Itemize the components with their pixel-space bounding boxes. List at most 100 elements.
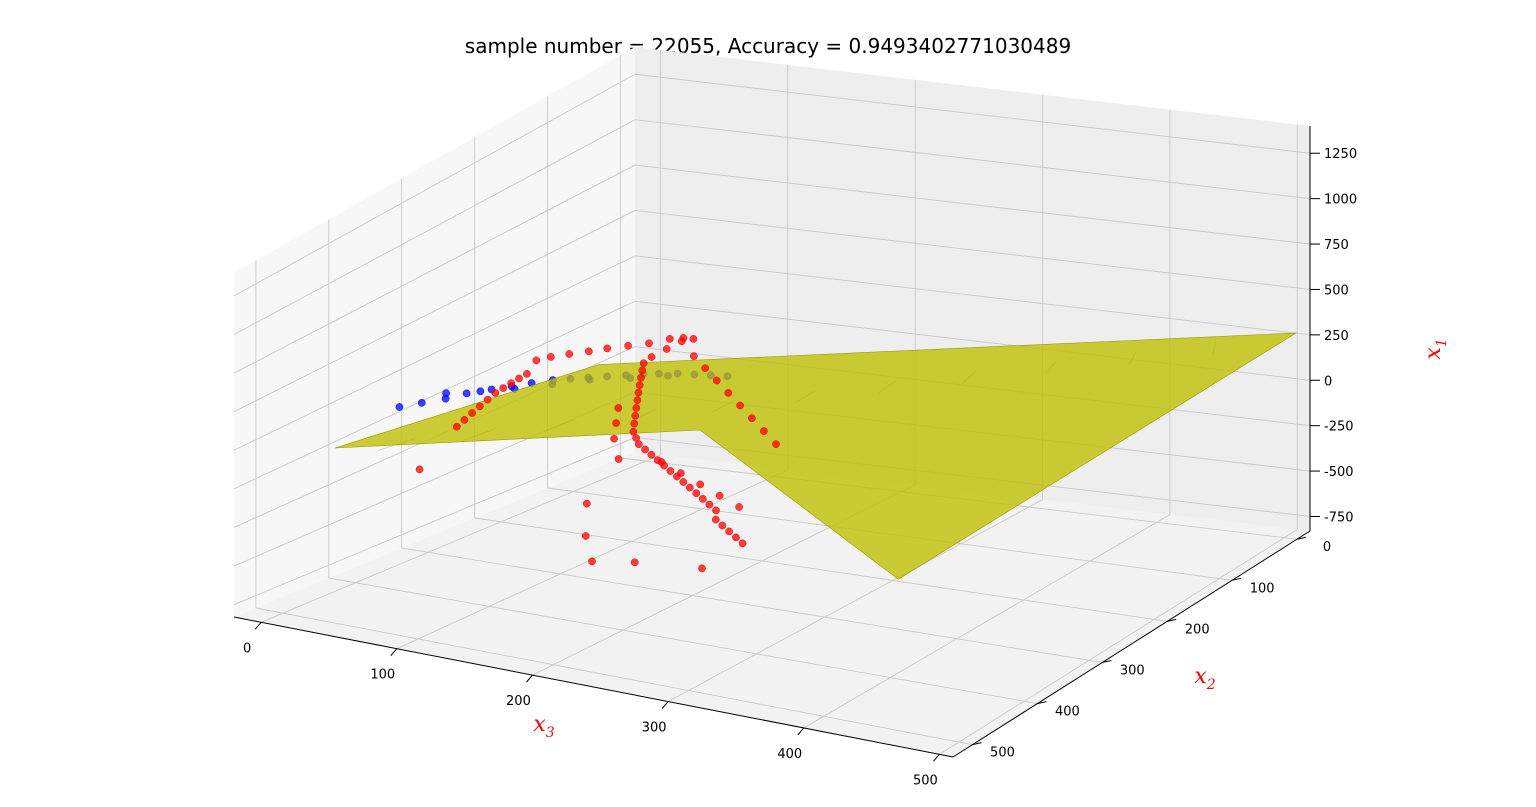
red-data-point [638,366,647,375]
red-data-point [685,483,694,492]
grid-line-x1-left [233,255,636,451]
grid-line-x2-floor [255,607,973,746]
red-data-point [748,414,756,423]
red-data-point [581,532,590,540]
red-data-point [662,345,671,353]
plane-mesh-line [461,428,496,442]
red-data-point [634,440,643,449]
red-data-point [639,359,648,368]
x2-axis-label: x2 [1194,664,1215,693]
red-data-point [647,353,656,361]
x2-tick-label: 500 [990,746,1015,761]
decision-plane [334,332,1298,580]
x3-axis-line [233,616,954,758]
x2-tick-mark [972,742,982,746]
red-data-point [610,434,618,443]
x1-tick-label: -500 [1324,465,1354,480]
x1-tick-label: 500 [1324,283,1349,298]
grid-line-x2-floor [328,577,1038,705]
plane-mesh-line [1045,361,1056,374]
red-data-point [738,539,747,548]
red-data-point [705,500,714,509]
grid-line-x1-right [634,164,1311,245]
red-data-point [677,337,686,346]
red-data-point [679,478,688,486]
grid-line-x1-left [233,300,636,490]
blue-data-point [417,398,426,407]
x3-tick-mark [254,621,262,630]
red-data-point [735,503,743,511]
red-data-point [468,409,476,417]
x3-tick-label: 100 [370,668,395,683]
grid-line-x1-right [634,255,1311,336]
red-data-point [507,379,515,388]
blue-data-point [462,389,471,398]
grid-line-x1-right [634,210,1311,290]
points-in-front-of-plane [415,334,780,573]
red-data-point [712,376,721,385]
x2-tick-label: 0 [1323,540,1331,555]
x2-tick-mark [1296,536,1307,540]
red-data-point [657,458,666,466]
chart-title: sample number = 22055, Accuracy = 0.9493… [464,34,1072,58]
x3-tick-mark [390,648,398,657]
plane-mesh-line [711,399,736,413]
red-data-point [584,347,593,356]
grid-line-x3-floor [260,454,661,623]
red-data-point [645,339,653,348]
red-data-point [515,374,523,383]
axis-lines [233,126,1311,758]
red-data-point [632,404,641,412]
red-data-point [460,416,469,424]
tick-marks: 0 100 200 300 400 500 0 100 200 300 400 500 -750 -500… [243,147,1357,788]
plane-mesh-line [628,409,656,422]
x1-tick-label: 1000 [1324,193,1357,208]
plane-mesh-line [878,380,896,394]
red-data-point [582,499,591,508]
red-data-point [718,521,727,530]
red-data-point [532,356,541,365]
red-data-point [614,455,623,463]
x1-axis-label: x1 [1421,338,1450,359]
x2-tick-mark [1232,577,1242,581]
decision-surface [334,332,1298,580]
red-data-point [565,350,574,358]
grid-line-x1-left [233,119,636,335]
x2-tick-label: 100 [1250,581,1275,596]
blue-data-point [476,387,485,396]
red-data-point [647,450,656,459]
red-data-point [689,335,698,343]
axis-labels: x3 x2 x1 [533,338,1450,741]
grid-line-x3-floor [803,514,1171,729]
grid-line-x3-floor [667,499,1043,702]
x3-tick-label: 500 [913,773,938,788]
x3-axis-label: x3 [533,712,554,741]
red-data-point [732,533,740,542]
plane-mesh-line [545,419,576,432]
x1-tick-label: 1250 [1324,147,1357,162]
plane-mesh-line [1128,352,1137,365]
red-data-point [701,364,710,373]
blue-data-point [442,389,450,398]
x3-tick-label: 0 [243,641,251,656]
plane-mesh-line [795,390,816,403]
x2-tick-mark [1167,618,1177,622]
red-data-point [760,427,768,435]
x3-tick-label: 300 [642,721,667,736]
red-data-point [637,373,645,382]
red-data-point [452,422,461,431]
red-data-point [696,480,705,489]
red-data-point [641,445,649,454]
grid-line-x3-floor [939,529,1298,755]
x1-axis-label-group: x1 [1421,338,1450,359]
x3-tick-label: 400 [777,747,802,762]
red-data-point [415,465,424,474]
red-data-point [546,353,555,361]
red-data-point [698,495,707,503]
red-data-point [588,557,596,566]
x3-tick-mark [797,727,805,736]
red-data-point [499,384,508,392]
red-data-point [677,469,685,477]
x3-tick-label: 200 [506,694,531,709]
red-data-point [614,404,623,412]
